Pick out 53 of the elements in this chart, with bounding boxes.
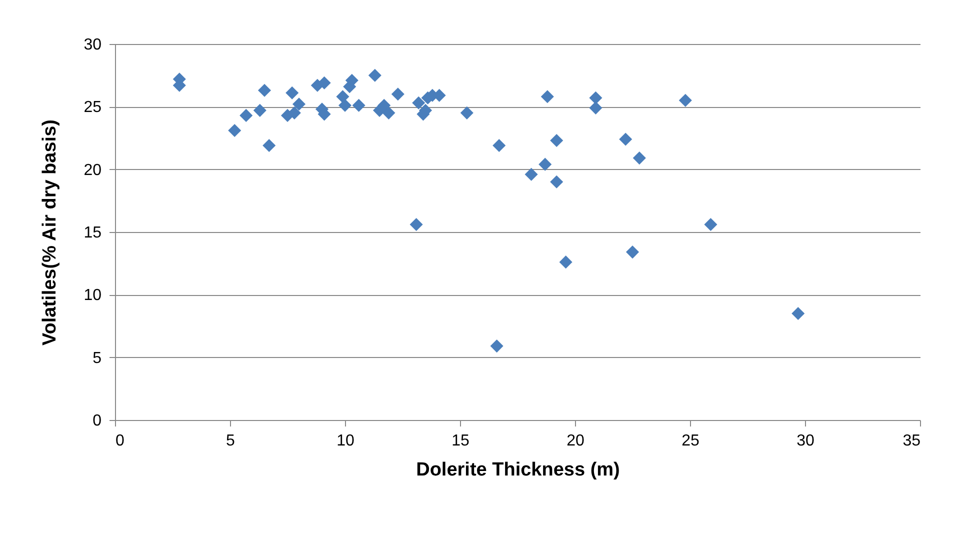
point <box>240 108 253 122</box>
point <box>589 91 602 104</box>
point <box>228 124 242 137</box>
point <box>338 98 352 112</box>
x-tick-label: 35 <box>902 432 921 450</box>
x-tick-label: 0 <box>116 432 124 450</box>
point <box>292 98 306 111</box>
x-tick-label: 20 <box>566 432 584 450</box>
y-axis-title: Volatiles(% Air dry basis) <box>40 120 61 346</box>
x-tick-label: 10 <box>336 432 354 450</box>
x-axis-title: Dolerite Thickness (m) <box>416 460 620 480</box>
y-tick-label: 15 <box>84 224 102 242</box>
point <box>352 98 366 112</box>
point <box>410 218 423 231</box>
x-tick-label: 25 <box>682 432 700 450</box>
point <box>288 106 301 120</box>
point <box>538 158 552 171</box>
y-tick-label: 5 <box>92 350 102 367</box>
y-tick-label: 10 <box>84 287 102 304</box>
point <box>550 175 564 188</box>
point <box>540 90 554 104</box>
y-tick-label: 20 <box>84 162 102 179</box>
point <box>550 134 564 148</box>
x-tick-label: 30 <box>796 432 814 450</box>
x-tick-label: 5 <box>226 432 236 450</box>
point <box>704 218 718 231</box>
point <box>258 84 272 97</box>
point <box>524 168 538 181</box>
y-tick-label: 0 <box>92 412 102 430</box>
point <box>589 101 602 114</box>
point <box>391 88 404 101</box>
point <box>632 152 646 165</box>
point <box>382 106 396 120</box>
point <box>262 139 276 152</box>
point <box>460 106 474 120</box>
point <box>318 76 331 90</box>
point <box>345 74 358 87</box>
point <box>336 90 350 104</box>
point <box>286 86 299 100</box>
point <box>368 68 382 82</box>
point <box>619 132 632 146</box>
point <box>490 340 504 353</box>
x-tick-label: 15 <box>452 432 470 450</box>
point <box>626 246 640 259</box>
y-tick-label: 25 <box>84 99 102 116</box>
point <box>559 256 572 269</box>
point <box>378 98 391 112</box>
point <box>412 96 426 110</box>
point <box>678 94 692 107</box>
point <box>253 104 266 117</box>
point <box>492 139 506 152</box>
point <box>792 306 805 320</box>
y-tick-label: 30 <box>84 36 102 54</box>
